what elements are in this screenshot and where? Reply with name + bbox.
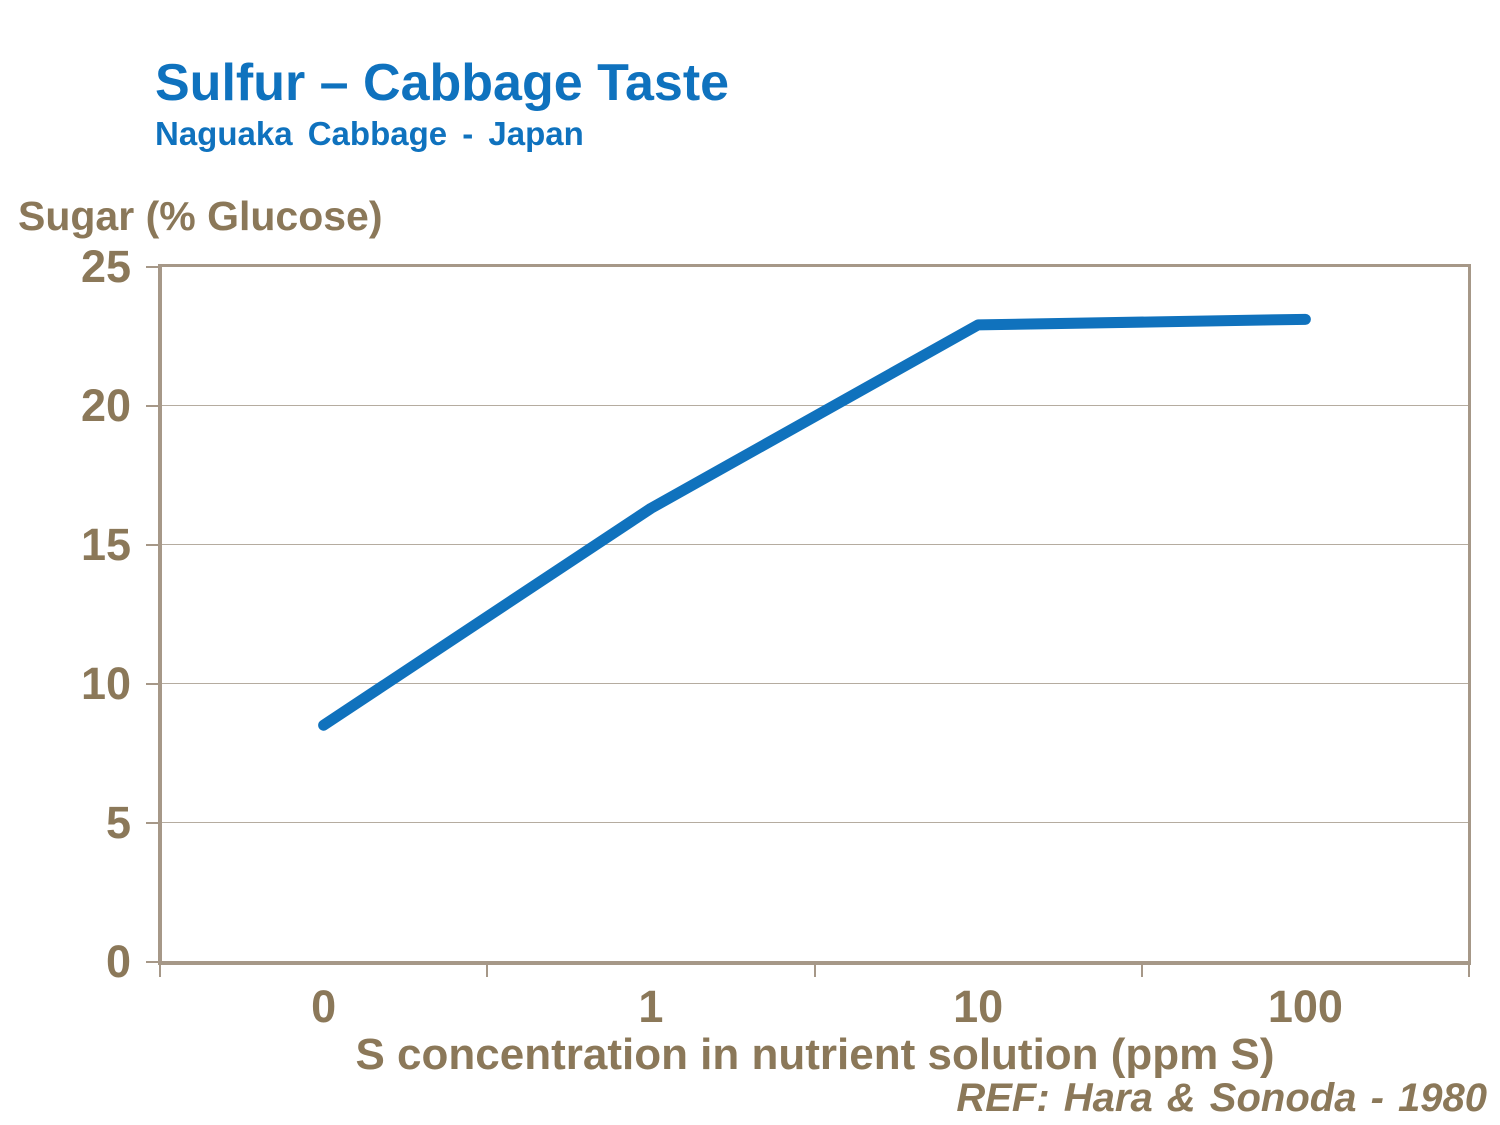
x-tick-mark xyxy=(1140,964,1143,977)
x-tick-mark xyxy=(159,964,161,977)
gridline xyxy=(162,405,1468,406)
x-tick-mark xyxy=(486,964,489,977)
x-tick-label: 10 xyxy=(953,981,1004,1032)
y-tick-mark xyxy=(146,682,159,685)
plot-area xyxy=(158,264,1471,965)
y-axis-title: Sugar (% Glucose) xyxy=(18,193,383,239)
y-tick-label: 10 xyxy=(80,657,131,709)
y-tick-mark xyxy=(146,960,159,963)
y-tick-mark xyxy=(146,543,159,546)
y-tick-label: 5 xyxy=(105,796,131,848)
gridline xyxy=(162,544,1468,545)
x-axis-title: S concentration in nutrient solution (pp… xyxy=(355,1030,1275,1079)
x-tick-label: 100 xyxy=(1267,981,1343,1032)
gridline xyxy=(162,822,1468,823)
y-tick-label: 15 xyxy=(80,518,131,570)
x-tick-mark xyxy=(1468,964,1470,977)
y-tick-mark xyxy=(146,404,159,407)
title-block: Sulfur – Cabbage Taste Naguaka Cabbage -… xyxy=(155,55,729,153)
x-tick-label: 1 xyxy=(638,981,664,1032)
reference-citation: REF: Hara & Sonoda - 1980 xyxy=(956,1076,1487,1120)
x-tick-mark xyxy=(813,964,816,977)
gridline xyxy=(162,683,1468,684)
slide-subtitle: Naguaka Cabbage - Japan xyxy=(155,115,584,153)
y-tick-label: 20 xyxy=(80,379,131,431)
y-tick-mark xyxy=(146,821,159,824)
y-tick-label: 25 xyxy=(80,240,131,292)
x-tick-label: 0 xyxy=(311,981,337,1032)
slide-title: Sulfur – Cabbage Taste xyxy=(155,54,730,112)
y-tick-label: 0 xyxy=(105,935,131,987)
y-tick-mark xyxy=(146,265,159,268)
